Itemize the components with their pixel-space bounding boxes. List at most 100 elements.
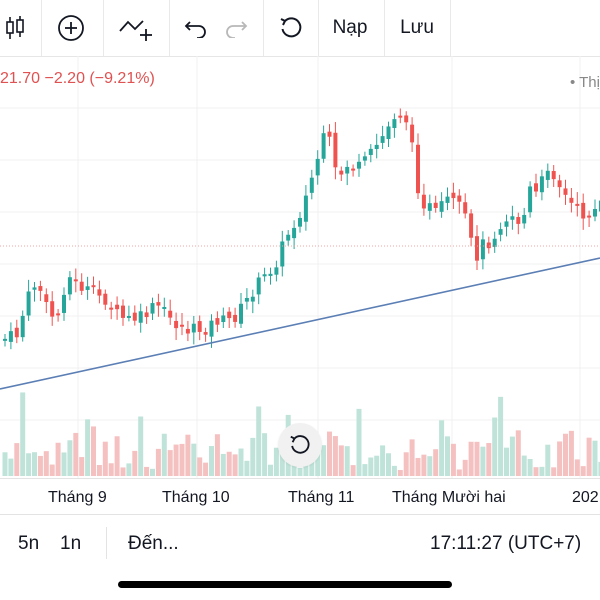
candle-body [463, 202, 468, 214]
volume-bar [321, 445, 327, 476]
volume-bar [173, 444, 179, 476]
candle-body [492, 238, 497, 247]
volume-bar [362, 464, 368, 476]
candle-body [298, 217, 302, 227]
x-tick-label: Tháng 9 [48, 489, 107, 506]
candle-body [274, 267, 279, 275]
candle-body [357, 161, 361, 169]
range-5y-button[interactable]: 5n [18, 533, 40, 554]
clock-readout[interactable]: 17:11:27 (UTC+7) [430, 533, 582, 554]
volume-bar [545, 444, 551, 476]
candle-body [73, 279, 78, 282]
volume-bar [327, 431, 332, 476]
volume-bar [380, 445, 386, 476]
volume-bar [55, 442, 61, 476]
candle-body [244, 297, 249, 302]
volume-bar [592, 440, 598, 476]
candle-body [445, 196, 450, 203]
candle-body [221, 315, 226, 323]
goto-date-button[interactable]: Đến... [128, 533, 179, 554]
candle-body [386, 126, 391, 140]
x-tick-label: 202 [572, 489, 599, 506]
volume-bar [108, 463, 114, 476]
volume-bar [350, 465, 356, 476]
save-button[interactable]: Lưu [400, 17, 434, 38]
volume-bar [273, 447, 279, 476]
volume-bar [232, 454, 238, 476]
volume-bar [144, 466, 150, 476]
volume-bar [486, 443, 492, 476]
candle-body [315, 158, 320, 176]
candle-body [132, 312, 137, 321]
candle-body [67, 277, 72, 295]
candle-body [138, 311, 143, 323]
candle-body [38, 286, 43, 291]
candle-body [209, 320, 214, 337]
volume-bar [368, 457, 374, 476]
candle-body [44, 294, 49, 303]
volume-bar [356, 408, 362, 476]
volume-bar [386, 453, 391, 476]
volume-bar [344, 446, 350, 476]
volume-bar [515, 430, 521, 476]
candle-body [551, 171, 556, 180]
volume-bar [374, 455, 380, 476]
volume-bar [179, 443, 185, 476]
candle-body [168, 310, 173, 318]
candle-body [32, 287, 37, 290]
candle-body [268, 273, 273, 276]
candle-body [85, 286, 90, 290]
volume-bar [138, 416, 144, 476]
reset-chart-button[interactable] [278, 423, 322, 467]
candle-body [427, 203, 432, 211]
volume-bar [85, 419, 91, 476]
volume-bar [539, 466, 545, 476]
candle-body [262, 274, 267, 277]
candle-body [321, 133, 326, 159]
candle-body [203, 332, 208, 335]
volume-bar [521, 455, 527, 476]
volume-bar [332, 436, 338, 476]
candle-body [26, 291, 31, 316]
candle-body [475, 236, 479, 261]
candle-body [180, 324, 184, 327]
volume-bar [268, 464, 273, 476]
volume-bar [574, 459, 580, 476]
volume-bar [474, 441, 480, 476]
candle-body [380, 136, 385, 143]
candle-body [575, 203, 580, 206]
volume-bar [155, 448, 161, 476]
volume-bar [427, 456, 433, 476]
volume-bar [102, 441, 108, 476]
volume-bar [480, 446, 486, 476]
candlestick-icon[interactable] [0, 0, 30, 56]
load-button[interactable]: Nạp [332, 17, 368, 38]
indicator-add-icon[interactable] [114, 0, 158, 56]
plus-circle-icon[interactable] [52, 0, 90, 56]
candle-body [404, 115, 409, 123]
redo-icon[interactable] [220, 0, 252, 56]
legend-label: • Thị [570, 74, 600, 91]
candle-body [457, 195, 462, 202]
volume-bar [598, 461, 600, 476]
volume-bar [209, 446, 214, 476]
volume-bar [433, 449, 439, 476]
candle-body [587, 215, 592, 218]
refresh-icon[interactable] [274, 0, 308, 56]
candle-body [50, 301, 55, 317]
undo-icon[interactable] [180, 0, 212, 56]
volume-bar [450, 443, 456, 476]
volume-bar [238, 448, 244, 476]
candle-body [581, 202, 586, 219]
time-axis[interactable]: Tháng 9 Tháng 10 Tháng 11 Tháng Mười hai… [0, 478, 600, 515]
candle-body [239, 303, 243, 324]
range-1y-button[interactable]: 1n [60, 533, 82, 554]
price-change-readout: 21.70 −2.20 (−9.21%) [0, 70, 155, 87]
volume-bar [114, 436, 120, 476]
candle-body [451, 192, 456, 199]
volume-bar [492, 417, 498, 476]
candlestick-chart[interactable] [0, 56, 600, 510]
chart-area[interactable] [0, 56, 600, 510]
volume-bar [185, 434, 191, 476]
candle-body [97, 289, 102, 296]
